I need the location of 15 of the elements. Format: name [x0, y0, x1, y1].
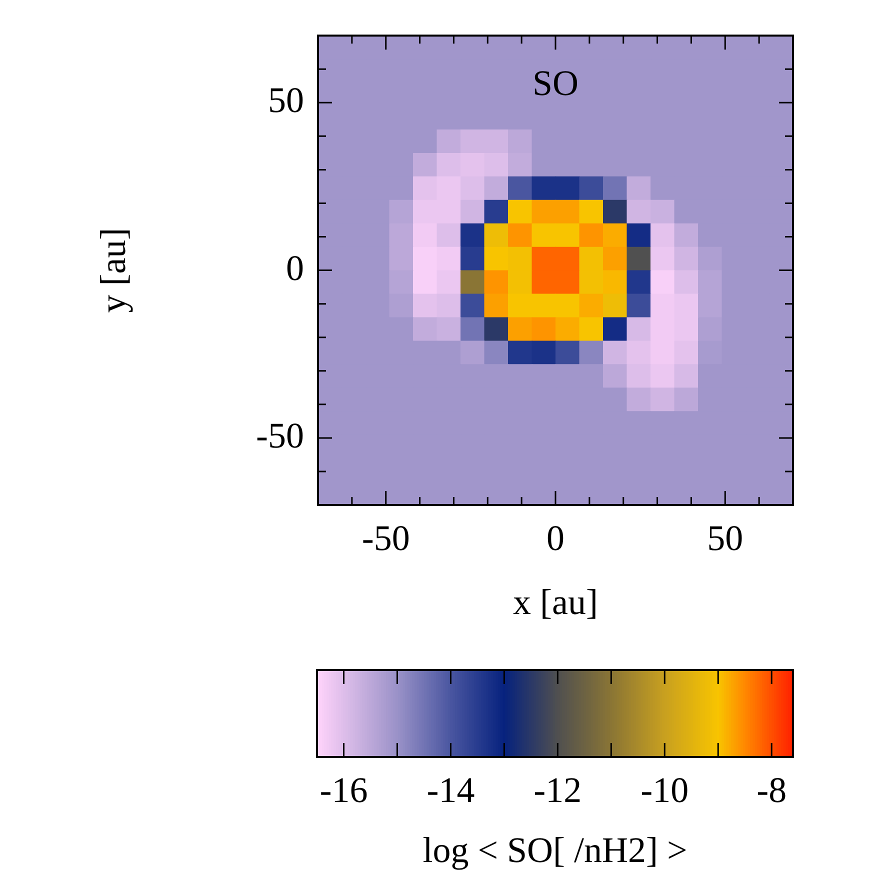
x-tick-label: 50: [707, 518, 744, 558]
x-tick-label: -50: [362, 518, 410, 558]
color-bar-label: -12: [534, 770, 582, 810]
color-bar-label: -16: [320, 770, 368, 810]
x-axis-title: x [au]: [513, 582, 598, 622]
color-bar-label: -14: [426, 770, 475, 810]
y-axis-title: y [au]: [93, 228, 134, 313]
y-tick-label: 50: [268, 80, 304, 120]
color-bar-label: -8: [756, 770, 787, 810]
color-bar-label: -10: [640, 770, 689, 810]
y-tick-label: 0: [286, 248, 304, 288]
color-bar-title: log < SO[ /nH2] >: [422, 830, 688, 870]
x-tick-label: 0: [546, 518, 564, 558]
text: SO: [532, 63, 579, 104]
y-tick-label: -50: [256, 415, 304, 456]
